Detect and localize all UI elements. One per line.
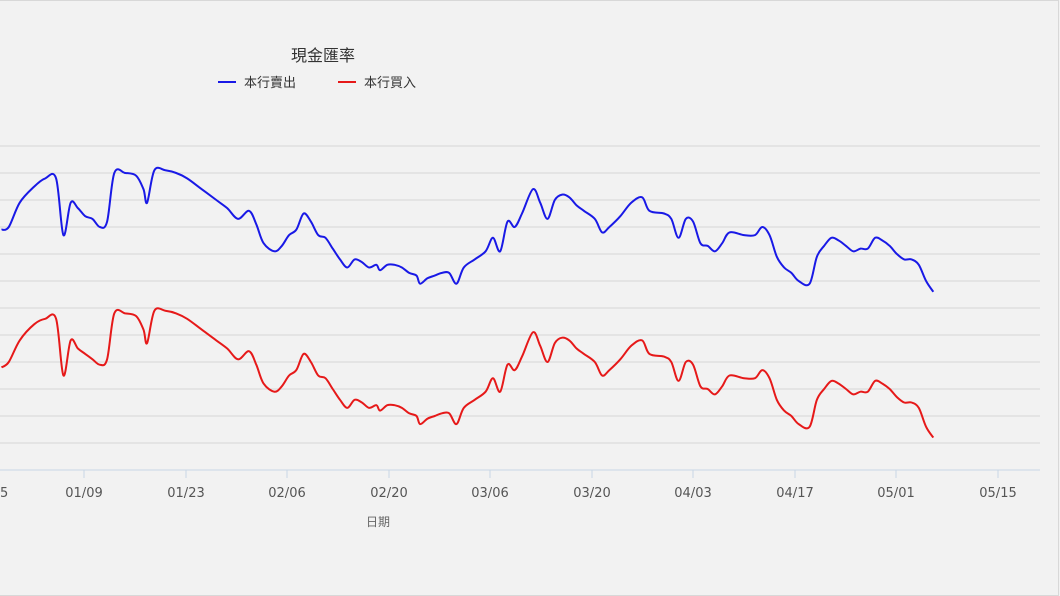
x-tick-label: 02/20	[370, 486, 407, 501]
series-line-buy[interactable]	[0, 307, 935, 439]
x-tick-label: 05/15	[979, 486, 1016, 501]
x-tick-label: 01/23	[167, 486, 204, 501]
x-tick-label: 05/01	[877, 486, 914, 501]
legend-item-sell[interactable]: 本行賣出	[218, 76, 296, 91]
grid-lines	[0, 145, 1040, 444]
x-tick-label: 04/17	[776, 486, 813, 501]
x-axis-label: 日期	[366, 515, 390, 529]
legend: 本行賣出 本行買入	[218, 76, 416, 91]
legend-item-buy[interactable]: 本行買入	[338, 76, 416, 91]
x-axis-ticks: 5 01/09 01/23 02/06 02/20 03/06 03/20 04/03 04/1…	[0, 470, 1017, 501]
series-line-sell[interactable]	[1, 166, 935, 293]
series-layer	[0, 166, 935, 439]
legend-label-sell: 本行賣出	[244, 76, 296, 91]
x-tick-label: 02/06	[268, 486, 305, 501]
x-tick-label: 03/20	[573, 486, 610, 501]
chart-title: 現金匯率	[291, 46, 355, 65]
x-tick-label: 04/03	[674, 486, 711, 501]
x-tick-label: 01/09	[65, 486, 102, 501]
x-tick-label: 03/06	[471, 486, 508, 501]
x-tick-label-partial: 5	[0, 486, 8, 501]
legend-label-buy: 本行買入	[364, 76, 416, 91]
